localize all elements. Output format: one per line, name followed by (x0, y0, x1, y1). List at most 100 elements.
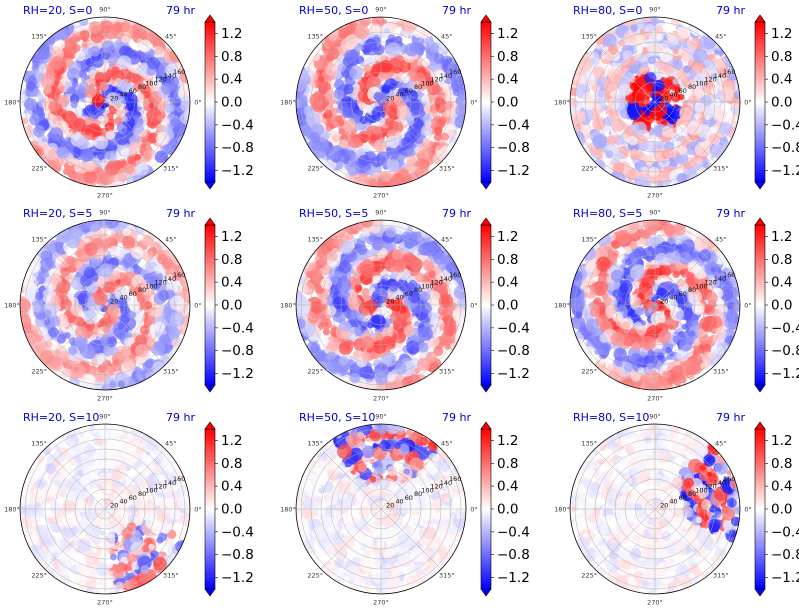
field-blob (409, 100, 424, 115)
field-blob (393, 36, 400, 43)
field-blob (383, 356, 393, 366)
field-blob (694, 102, 705, 113)
field-blob (105, 160, 121, 175)
field-blob (134, 153, 142, 161)
field-blob (301, 135, 309, 143)
colorbar-tick-label: 0.8 (221, 49, 242, 65)
colorbar-body (204, 224, 216, 386)
field-blob (365, 366, 373, 374)
field-blob (632, 121, 647, 136)
field-blob (435, 70, 447, 83)
field-blob (449, 135, 457, 144)
field-blob (24, 97, 37, 111)
colorbar-body (480, 21, 492, 183)
angular-grid-line (380, 41, 442, 103)
field-blob (174, 314, 180, 320)
field-blob (111, 93, 124, 106)
field-blob (329, 123, 335, 130)
angle-tick-label: 315° (439, 164, 455, 172)
field-blob (162, 126, 170, 134)
field-blob (83, 74, 89, 80)
colorbar-tick-label: 0.8 (771, 49, 792, 65)
field-blob (341, 106, 354, 119)
colorbar: 1.20.80.40.0−0.4−0.8−1.2 (204, 14, 254, 190)
field-blob (405, 146, 416, 158)
field-blob (347, 163, 360, 176)
polar-frame (19, 16, 191, 188)
radial-tick-label: 80 (414, 83, 422, 91)
field-blob (333, 151, 341, 158)
field-blob (373, 139, 387, 153)
angle-tick-label: 90° (99, 209, 111, 217)
angle-tick-label: 135° (31, 33, 47, 41)
colorbar-tick-label: 0.4 (497, 275, 518, 291)
colorbar-tick-label: −0.4 (497, 117, 530, 133)
field-blob (454, 306, 463, 315)
field-blob (328, 31, 338, 41)
field-blob (595, 104, 601, 110)
angle-tick-label: 0° (194, 99, 201, 107)
field-blob (69, 94, 80, 104)
field-blob (137, 92, 144, 99)
field-blob (400, 74, 410, 84)
field-blob (680, 76, 687, 84)
colorbar-tick-label: 0.8 (497, 49, 518, 65)
field-blob (49, 127, 64, 142)
field-blob (672, 59, 684, 70)
field-blob (654, 25, 664, 34)
field-blob (623, 30, 637, 44)
radial-tick-label: 60 (129, 87, 137, 95)
field-blob (89, 223, 99, 233)
field-blob (169, 295, 185, 311)
colorbar-body (754, 21, 766, 183)
field-blob (157, 102, 167, 112)
field-blob (140, 143, 147, 149)
angle-tick-label: 0° (470, 302, 477, 310)
field-blob (386, 135, 400, 149)
angle-tick-label: 315° (713, 164, 729, 172)
field-blob (445, 100, 454, 110)
colorbar-tick-label: 0.8 (221, 252, 242, 268)
colorbar-tick-label: −1.2 (221, 366, 254, 382)
field-blob (355, 24, 370, 40)
angular-grid-line (104, 101, 166, 163)
field-blob (328, 48, 340, 60)
field-blob (641, 166, 649, 174)
radial-tick-label: 20 (110, 297, 118, 305)
field-blob (121, 35, 129, 44)
colorbar-tick-label: 1.2 (497, 229, 518, 245)
field-blob (372, 274, 381, 284)
colorbar-body (204, 21, 216, 183)
field-blob (676, 172, 688, 184)
field-blob (575, 74, 585, 84)
field-blob (601, 50, 611, 59)
field-blob (117, 380, 126, 388)
field-blob (362, 87, 369, 94)
field-blob (117, 55, 132, 70)
angular-grid-line (44, 41, 106, 103)
field-blob (673, 48, 679, 55)
field-blob (84, 160, 96, 172)
field-blob (79, 30, 90, 41)
colorbar-body (480, 224, 492, 386)
field-blob (104, 122, 115, 132)
field-blob (338, 139, 349, 149)
field-blob (131, 246, 144, 259)
field-blob (592, 133, 607, 149)
field-blob (692, 65, 701, 74)
field-blob (49, 316, 61, 327)
radial-tick-label: 40 (119, 294, 127, 302)
radial-tick-label: 120 (430, 76, 442, 84)
field-blob (309, 132, 321, 144)
field-blob (40, 250, 53, 262)
field-blob (65, 58, 75, 68)
field-blob (333, 89, 345, 100)
field-blob (86, 350, 96, 360)
field-blob (312, 53, 320, 62)
field-blob (320, 318, 332, 330)
colorbar: 1.20.80.40.0−0.4−0.8−1.2 (480, 14, 530, 190)
field-blob (347, 294, 359, 306)
field-blob (368, 178, 377, 187)
field-blob (429, 43, 440, 53)
field-blob (408, 172, 419, 183)
